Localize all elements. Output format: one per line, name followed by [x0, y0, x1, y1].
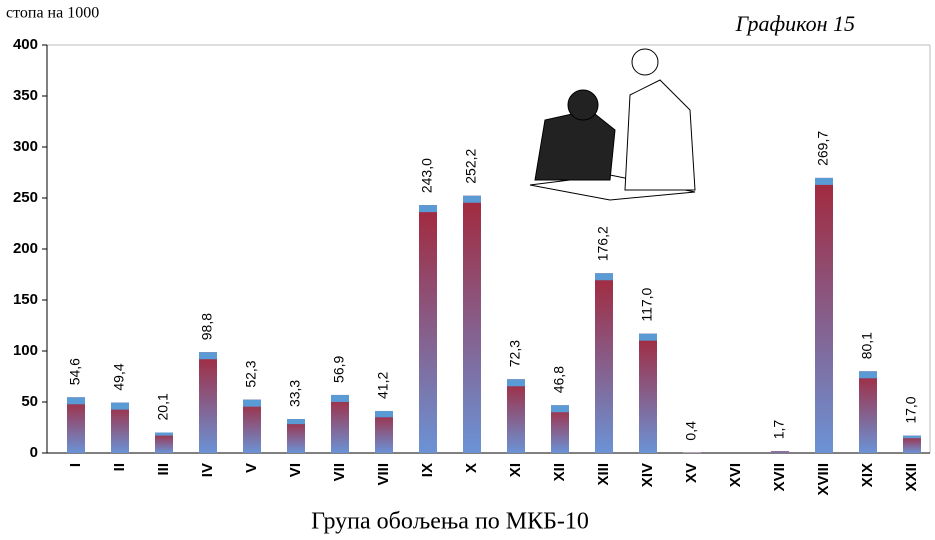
- bar: [771, 451, 789, 453]
- bar: [551, 405, 569, 453]
- x-tick-label: XXII: [903, 463, 920, 491]
- bar: [859, 371, 877, 453]
- x-tick-label: XIX: [859, 463, 876, 487]
- value-label: 0,4: [683, 421, 699, 441]
- x-tick-label: II: [111, 463, 128, 471]
- x-tick-label: XVI: [727, 463, 744, 487]
- value-label: 20,1: [155, 393, 171, 420]
- value-label: 56,9: [331, 356, 347, 383]
- x-tick-label: XVIII: [815, 463, 832, 496]
- x-tick-label: III: [155, 463, 172, 476]
- bar-cap: [463, 195, 481, 203]
- bar: [287, 419, 305, 453]
- bar-cap: [375, 410, 393, 418]
- value-label: 49,4: [111, 363, 127, 390]
- bar-cap: [815, 177, 833, 185]
- x-tick-label: VI: [287, 463, 304, 477]
- y-tick-label: 350: [13, 87, 38, 104]
- value-label: 33,3: [287, 380, 303, 407]
- bar-cap: [111, 402, 129, 410]
- bar: [595, 273, 613, 453]
- value-label: 72,3: [507, 340, 523, 367]
- bar: [419, 205, 437, 453]
- bar: [331, 394, 349, 453]
- bar-cap: [287, 419, 305, 425]
- x-tick-label: VII: [331, 463, 348, 481]
- value-label: 80,1: [859, 332, 875, 359]
- bar: [903, 435, 921, 453]
- bar-cap: [67, 397, 85, 405]
- bar-cap: [551, 405, 569, 413]
- bar-cap: [903, 435, 921, 439]
- bar: [243, 399, 261, 453]
- y-tick-label: 400: [13, 36, 38, 53]
- value-label: 1,7: [771, 420, 787, 440]
- bar: [375, 410, 393, 453]
- x-tick-label: XI: [507, 463, 524, 477]
- bar: [67, 397, 85, 453]
- y-tick-label: 300: [13, 138, 38, 155]
- illustration: [529, 48, 696, 201]
- bar: [199, 352, 217, 453]
- x-tick-label: V: [243, 463, 260, 473]
- x-tick-label: XV: [683, 463, 700, 483]
- y-axis-label: стопа на 1000: [6, 5, 99, 22]
- bar-cap: [639, 333, 657, 341]
- value-label: 17,0: [903, 396, 919, 423]
- y-tick-label: 200: [13, 240, 38, 257]
- value-label: 54,6: [67, 358, 83, 385]
- bar: [463, 195, 481, 454]
- chart-title: Графикон 15: [735, 11, 855, 36]
- bar-cap: [419, 205, 437, 213]
- value-label: 41,2: [375, 372, 391, 399]
- y-tick-label: 0: [30, 444, 38, 461]
- bar-cap: [199, 352, 217, 360]
- bar: [639, 333, 657, 453]
- y-tick-label: 150: [13, 291, 38, 308]
- value-label: 98,8: [199, 313, 215, 340]
- y-tick-label: 50: [21, 393, 38, 410]
- x-tick-label: VIII: [375, 463, 392, 486]
- bar: [815, 177, 833, 453]
- x-tick-label: I: [67, 463, 84, 467]
- bar-cap: [859, 371, 877, 379]
- x-tick-label: XVII: [771, 463, 788, 491]
- value-label: 176,2: [595, 226, 611, 261]
- x-tick-label: IX: [419, 463, 436, 477]
- x-tick-label: XII: [551, 463, 568, 481]
- x-tick-label: XIV: [639, 463, 656, 487]
- value-label: 46,8: [551, 366, 567, 393]
- bar: [111, 402, 129, 453]
- x-tick-label: X: [463, 463, 480, 473]
- value-label: 269,7: [815, 131, 831, 166]
- bar: [507, 379, 525, 453]
- x-axis-label: Група обољења по МКБ-10: [311, 509, 589, 535]
- bar: [155, 432, 173, 453]
- bar-cap: [331, 394, 349, 402]
- y-tick-label: 100: [13, 342, 38, 359]
- x-tick-label: XIII: [595, 463, 612, 486]
- bar-cap: [243, 399, 261, 407]
- bar-cap: [155, 432, 173, 436]
- bar-cap: [507, 379, 525, 387]
- value-label: 52,3: [243, 360, 259, 387]
- value-label: 252,2: [463, 149, 479, 184]
- value-label: 117,0: [639, 287, 655, 321]
- x-tick-label: IV: [199, 463, 216, 477]
- y-tick-label: 250: [13, 189, 38, 206]
- value-label: 243,0: [419, 158, 435, 193]
- bar-cap: [595, 273, 613, 281]
